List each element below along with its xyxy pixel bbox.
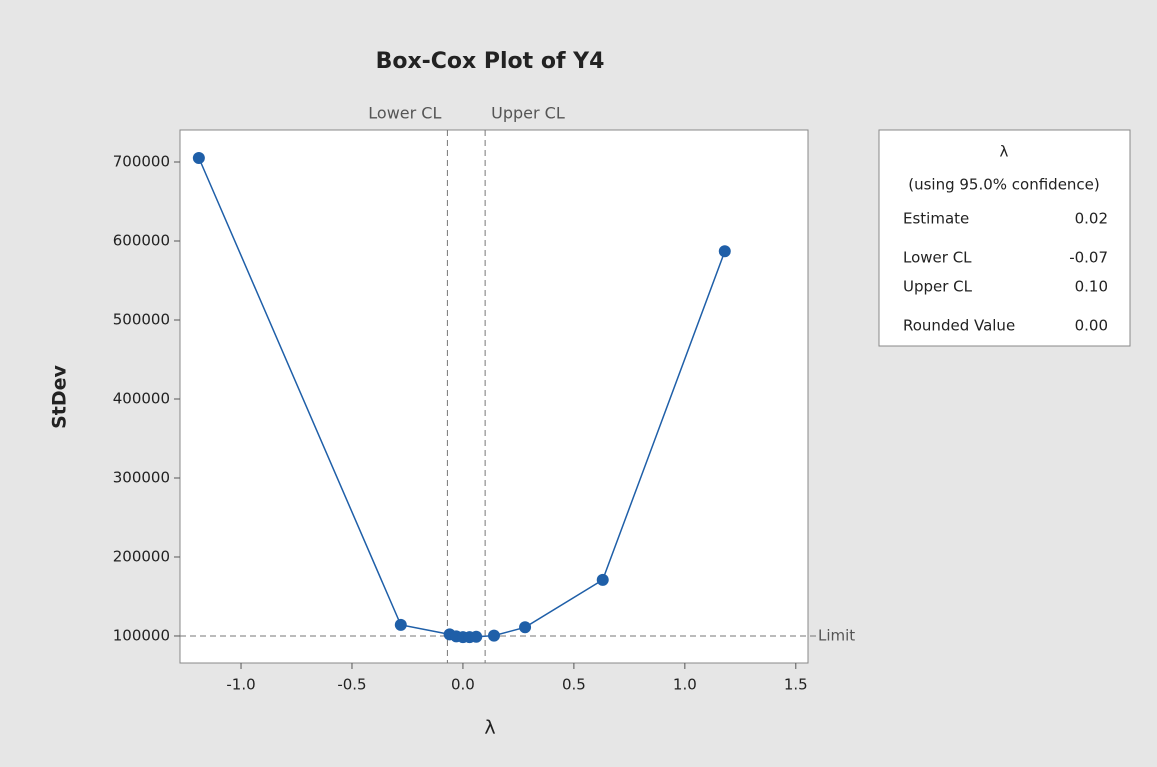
legend-subtitle: (using 95.0% confidence) <box>908 176 1100 194</box>
reference-label: Lower CL <box>368 104 441 123</box>
legend-row-name: Lower CL <box>903 249 972 267</box>
x-axis-label: λ <box>484 717 495 739</box>
data-point <box>192 152 205 165</box>
data-point <box>519 621 532 634</box>
y-axis-label: StDev <box>49 364 71 428</box>
y-tick-label: 600000 <box>113 231 170 249</box>
y-tick-label: 100000 <box>113 626 170 644</box>
legend-row-name: Rounded Value <box>903 317 1015 335</box>
x-tick-label: 0.0 <box>451 676 475 694</box>
legend-box <box>878 129 1131 347</box>
legend-row-value: 0.02 <box>1075 210 1108 228</box>
data-point <box>596 573 609 586</box>
chart-title: Box-Cox Plot of Y4 <box>376 49 605 74</box>
data-point <box>718 245 731 258</box>
data-point <box>488 629 500 642</box>
y-tick-label: 300000 <box>113 468 170 486</box>
legend-row-name: Upper CL <box>903 278 973 296</box>
x-tick-label: 1.5 <box>784 676 808 694</box>
reference-label: Limit <box>818 626 855 644</box>
x-tick-label: -0.5 <box>337 676 366 694</box>
legend-title: λ <box>1000 143 1009 161</box>
data-point <box>470 630 483 643</box>
x-tick-label: -1.0 <box>226 676 255 694</box>
reference-label: Upper CL <box>491 104 565 123</box>
y-tick-label: 500000 <box>113 310 170 328</box>
legend-row-value: -0.07 <box>1069 249 1108 267</box>
plot-area <box>179 129 809 664</box>
y-tick-label: 200000 <box>113 547 170 565</box>
legend-row-value: 0.10 <box>1075 278 1108 296</box>
data-point <box>394 618 407 631</box>
y-tick-label: 700000 <box>113 152 170 170</box>
y-tick-label: 400000 <box>113 389 170 407</box>
x-tick-label: 1.0 <box>673 676 697 694</box>
legend-row-value: 0.00 <box>1075 317 1108 335</box>
legend-row-name: Estimate <box>903 210 969 228</box>
x-tick-label: 0.5 <box>562 676 586 694</box>
